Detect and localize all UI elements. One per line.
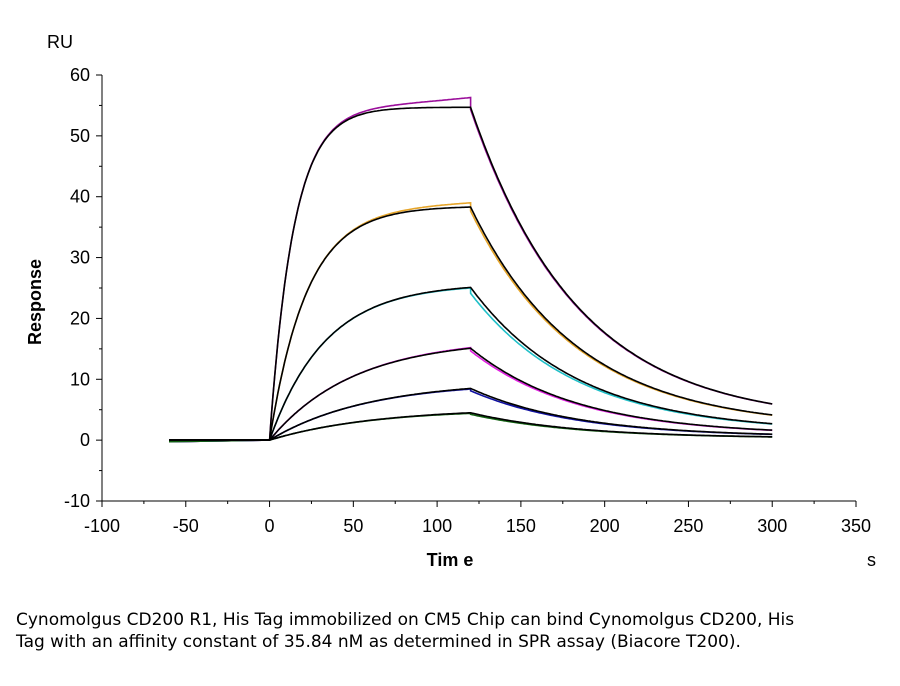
x-tick-label: 350 <box>841 516 871 536</box>
x-tick-label: 200 <box>590 516 620 536</box>
x-axis-title: Tim e <box>427 550 474 570</box>
data-curve-6 <box>168 412 773 443</box>
y-tick-label: 50 <box>70 126 90 146</box>
data-curve-3 <box>168 287 773 443</box>
y-tick-label: -10 <box>64 491 90 511</box>
y-tick-label: 40 <box>70 187 90 207</box>
y-axis-title: Response <box>25 259 45 345</box>
x-tick-label: 50 <box>343 516 363 536</box>
x-tick-label: 300 <box>757 516 787 536</box>
x-tick-label: -100 <box>84 516 120 536</box>
y-tick-label: 30 <box>70 248 90 268</box>
fit-curve-3 <box>169 286 773 441</box>
y-tick-label: 60 <box>70 65 90 85</box>
axes-layer: -100 -50 0 50 100 150 200 250 300 350-10010203040… <box>64 65 871 536</box>
fit-curve-6 <box>169 412 773 441</box>
data-curve-4 <box>168 346 773 443</box>
fit-curve-5 <box>169 387 773 441</box>
fit-curve-1 <box>169 106 773 441</box>
x-unit-label: s <box>867 550 876 570</box>
x-tick-label: 100 <box>422 516 452 536</box>
x-tick-label: 250 <box>673 516 703 536</box>
x-tick-label: -50 <box>173 516 199 536</box>
x-tick-label: 150 <box>506 516 536 536</box>
data-curve-2 <box>168 201 773 443</box>
curve-layer <box>168 96 773 443</box>
y-unit-label: RU <box>47 32 73 52</box>
fit-curve-4 <box>169 347 773 441</box>
fit-curve-2 <box>169 206 773 441</box>
sensorgram-chart: -100 -50 0 50 100 150 200 250 300 350-10010203040… <box>25 32 876 570</box>
figure-caption: Cynomolgus CD200 R1, His Tag immobilized… <box>16 610 795 652</box>
y-tick-label: 10 <box>70 369 90 389</box>
y-tick-label: 20 <box>70 308 90 328</box>
y-tick-label: 0 <box>80 430 90 450</box>
x-tick-label: 0 <box>265 516 275 536</box>
